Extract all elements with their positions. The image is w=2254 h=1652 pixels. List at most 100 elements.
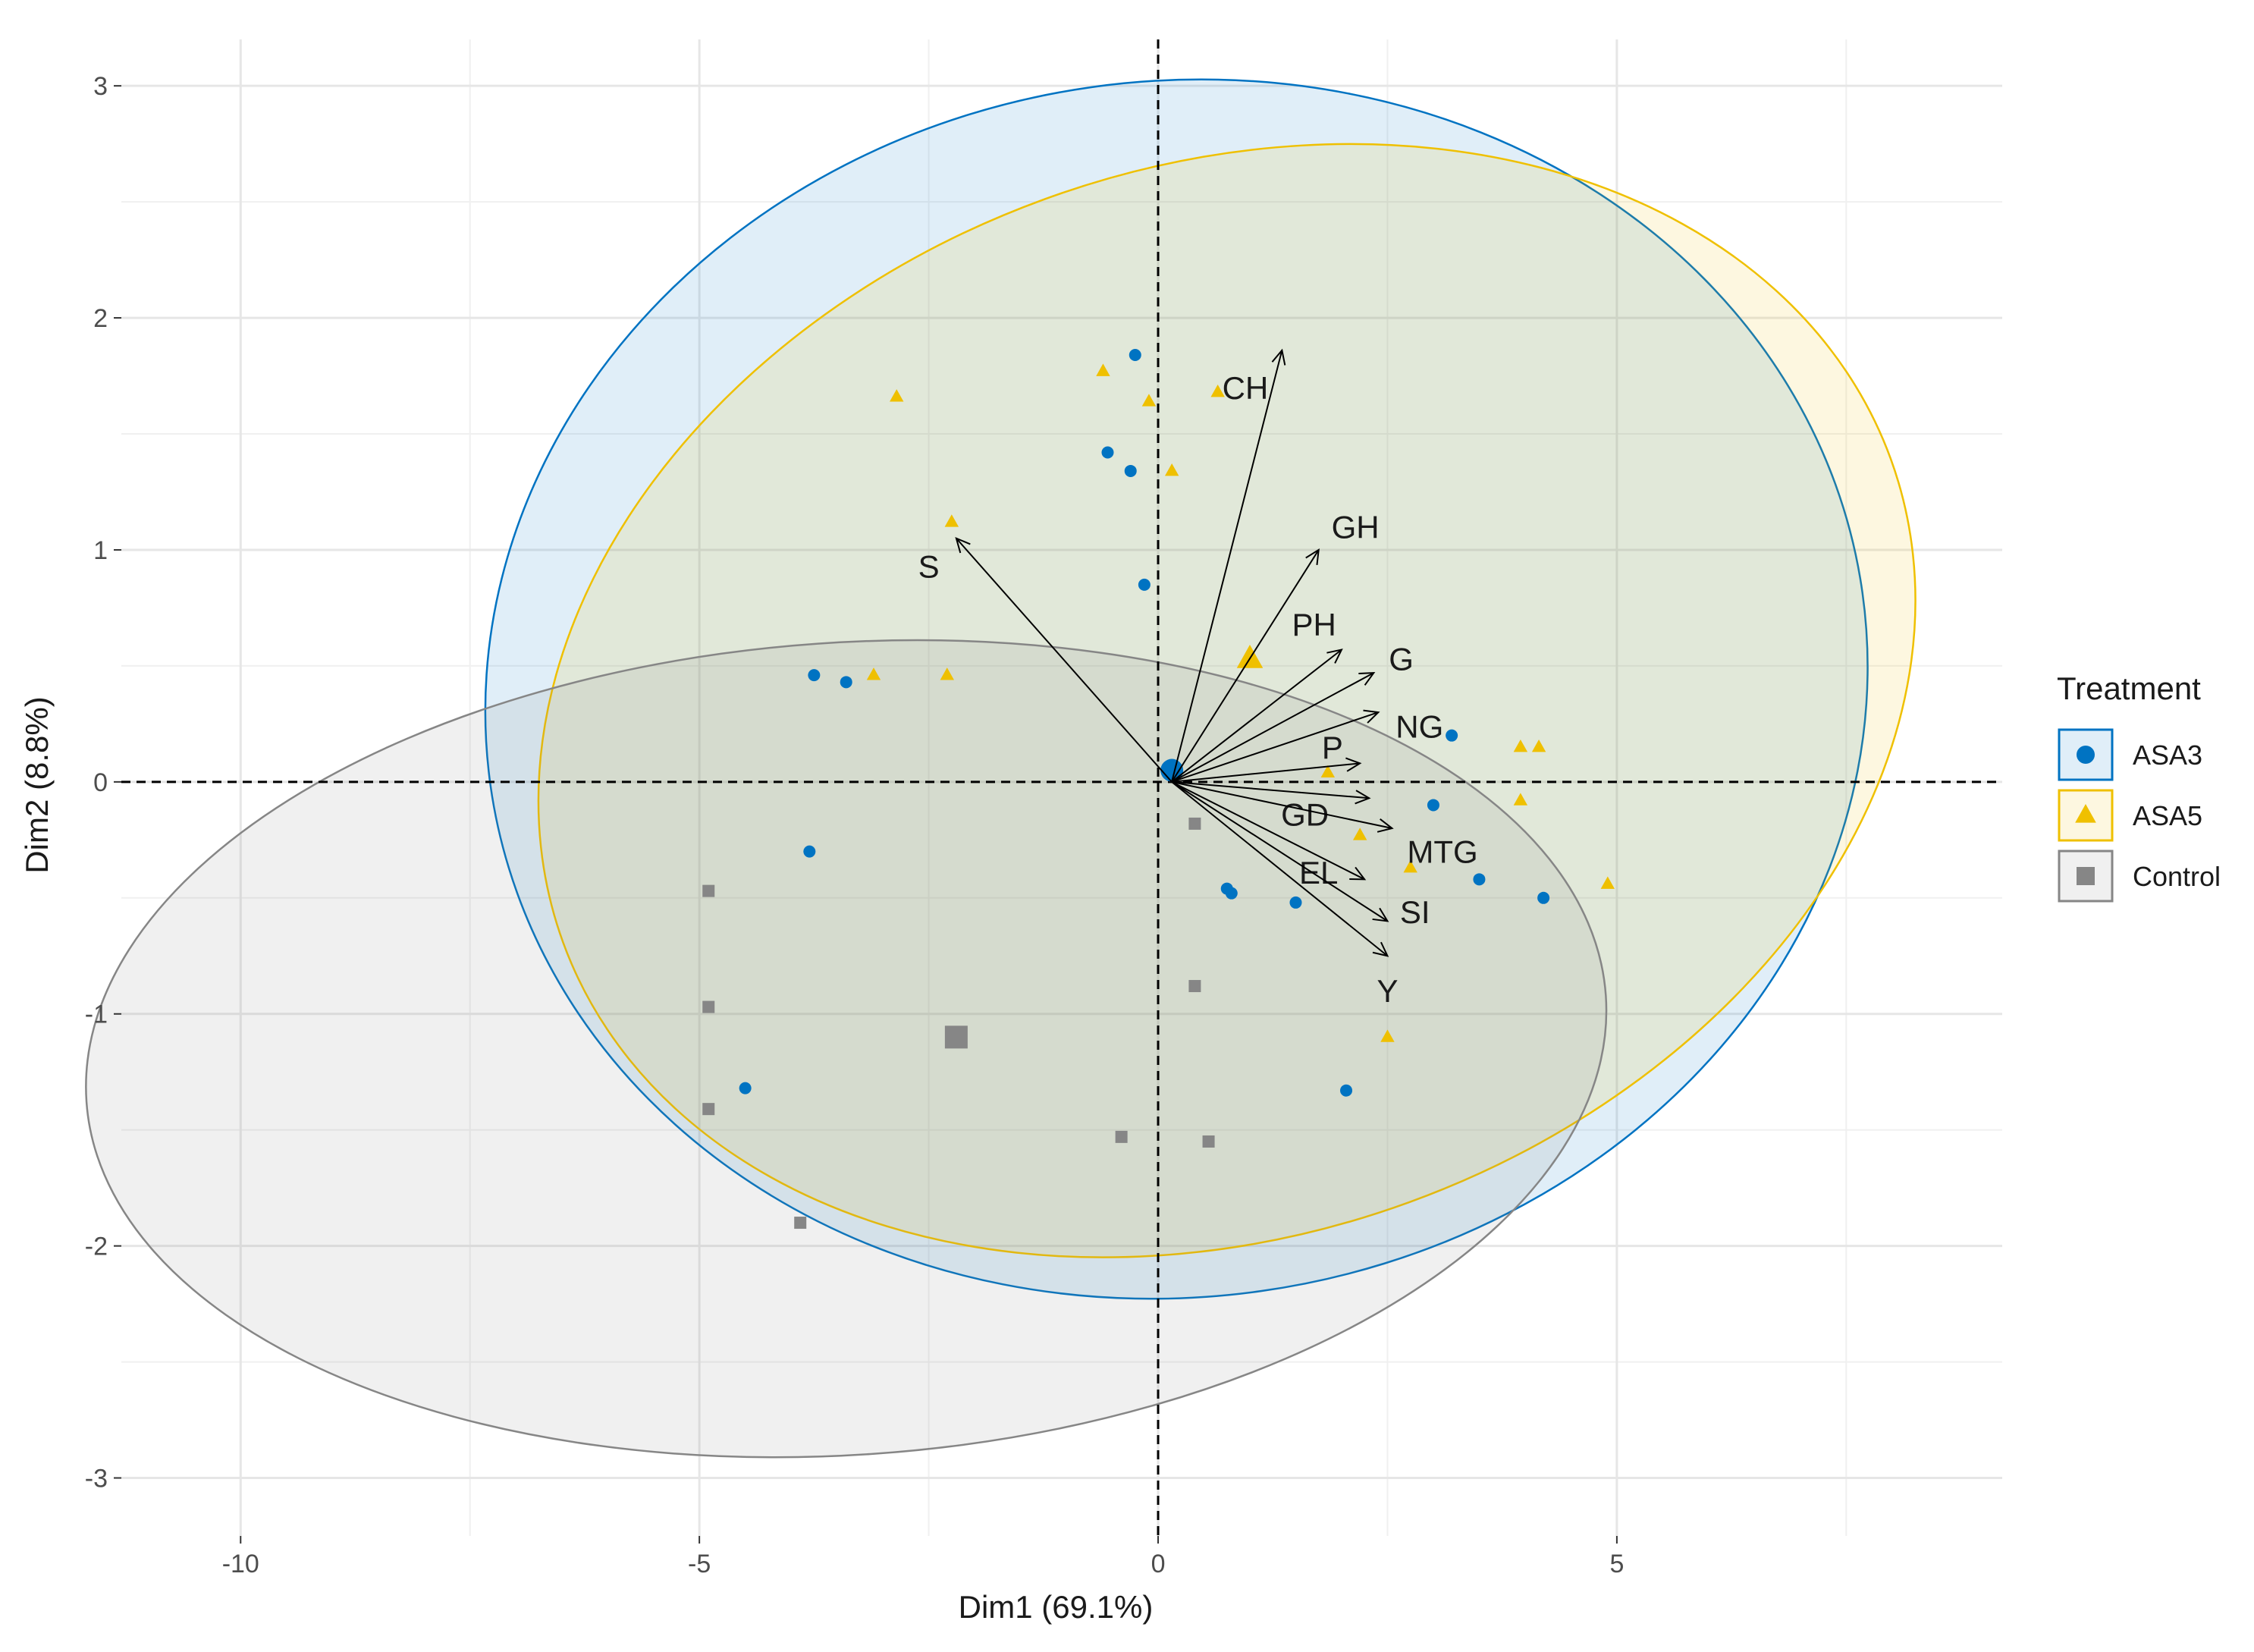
y-tick-label: 3 <box>93 72 108 101</box>
legend: Treatment ASA3 ASA5 Control <box>2057 671 2221 903</box>
confidence-ellipses <box>85 78 1917 1459</box>
point-control <box>1188 980 1201 993</box>
point-asa5 <box>1096 363 1110 376</box>
vector-g <box>1171 672 1374 783</box>
y-tick-label: -3 <box>85 1465 108 1493</box>
vector-label-gh: GH <box>1332 509 1380 545</box>
vector-ph <box>1171 649 1342 783</box>
vector-ng <box>1171 711 1379 783</box>
x-tick-label: -5 <box>688 1550 711 1578</box>
point-asa5 <box>1513 739 1528 752</box>
centroid-asa5 <box>1236 644 1264 668</box>
vector-gh <box>1171 549 1320 783</box>
point-asa5 <box>940 667 954 680</box>
y-tick-label: 1 <box>93 536 108 565</box>
vector-arrowhead <box>955 536 971 554</box>
point-control <box>794 1217 807 1230</box>
point-asa3 <box>1129 349 1141 362</box>
vector-label-s: S <box>918 548 940 584</box>
legend-marker-control <box>2077 867 2095 885</box>
data-points <box>702 349 1615 1230</box>
point-asa3 <box>1124 464 1137 477</box>
legend-marker-asa3 <box>2077 746 2095 764</box>
legend-label-control: Control <box>2133 861 2221 892</box>
major-gridlines <box>121 39 2002 1536</box>
vector-p <box>1171 762 1361 783</box>
point-control <box>1188 817 1201 830</box>
point-asa3 <box>1138 578 1151 591</box>
vector-label-mtg: MTG <box>1407 834 1477 870</box>
vector-arrowhead <box>1363 709 1380 724</box>
x-tick-label: 5 <box>1609 1550 1624 1578</box>
point-control <box>702 1103 715 1116</box>
vector-arrowhead <box>1349 866 1367 881</box>
legend-label-asa5: ASA5 <box>2133 800 2202 831</box>
vector-y <box>1171 781 1389 957</box>
legend-marker-asa5 <box>2075 804 2096 823</box>
minor-gridlines <box>121 39 2002 1536</box>
point-asa5 <box>1164 463 1179 476</box>
point-asa5 <box>1320 765 1336 778</box>
vector-ch <box>1171 350 1283 783</box>
vector-label-g: G <box>1389 642 1414 677</box>
point-asa3 <box>1473 873 1486 886</box>
point-asa3 <box>1537 891 1550 904</box>
vector-arrowhead <box>1355 790 1371 805</box>
ellipse-control <box>85 639 1608 1459</box>
point-asa3 <box>840 676 852 689</box>
vector-label-ch: CH <box>1223 370 1269 406</box>
ellipse-asa3 <box>484 78 1869 1300</box>
point-asa3 <box>1340 1084 1353 1097</box>
point-asa5 <box>944 514 959 527</box>
vector-label-ph: PH <box>1292 607 1336 642</box>
vector-label-gd: GD <box>1281 797 1329 833</box>
centroid-control <box>944 1025 968 1049</box>
vector-arrowhead <box>1326 649 1343 664</box>
point-asa3 <box>808 669 821 682</box>
vector-label-p: P <box>1322 730 1343 765</box>
vector-arrowhead <box>1372 941 1389 957</box>
vector-label-y: Y <box>1377 973 1398 1009</box>
point-asa3 <box>1446 729 1458 742</box>
y-tick-label: 0 <box>93 768 108 797</box>
vector-arrowhead <box>1372 907 1389 922</box>
x-axis-title: Dim1 (69.1%) <box>959 1589 1154 1625</box>
x-tick-label: 0 <box>1151 1550 1166 1578</box>
vector-label-ng: NG <box>1395 708 1443 744</box>
point-asa3 <box>739 1082 752 1095</box>
y-tick-label: -1 <box>85 1000 108 1029</box>
point-asa3 <box>1225 887 1238 900</box>
point-asa3 <box>1101 446 1114 459</box>
vector-arrowhead <box>1377 818 1394 833</box>
point-asa5 <box>1403 860 1417 873</box>
point-control <box>1115 1130 1128 1143</box>
point-asa5 <box>1352 828 1367 840</box>
point-control <box>702 1000 715 1013</box>
ellipse-asa5 <box>537 143 1917 1258</box>
vector-arrowhead <box>1271 348 1286 366</box>
y-axis-title: Dim2 (8.8%) <box>19 696 55 873</box>
point-asa3 <box>1289 896 1302 909</box>
point-control <box>1202 1135 1215 1148</box>
legend-label-asa3: ASA3 <box>2133 740 2202 771</box>
point-asa5 <box>1380 1029 1395 1042</box>
vector-el <box>1171 780 1365 881</box>
x-tick-label: -10 <box>222 1550 259 1578</box>
vector-si <box>1171 781 1389 922</box>
point-control <box>702 884 715 897</box>
point-asa5 <box>1600 876 1615 889</box>
point-asa5 <box>1210 384 1225 397</box>
vector-mtg <box>1171 780 1392 830</box>
point-asa3 <box>803 845 816 858</box>
vector-arrowhead <box>1358 671 1376 686</box>
y-tick-label: 2 <box>93 304 108 333</box>
legend-title: Treatment <box>2057 671 2201 706</box>
vector-gd <box>1171 780 1370 799</box>
reference-lines <box>121 39 2002 1536</box>
vector-label-si: SI <box>1400 894 1430 930</box>
point-asa5 <box>1513 793 1528 806</box>
point-asa5 <box>890 389 904 402</box>
point-asa3 <box>1427 799 1439 812</box>
